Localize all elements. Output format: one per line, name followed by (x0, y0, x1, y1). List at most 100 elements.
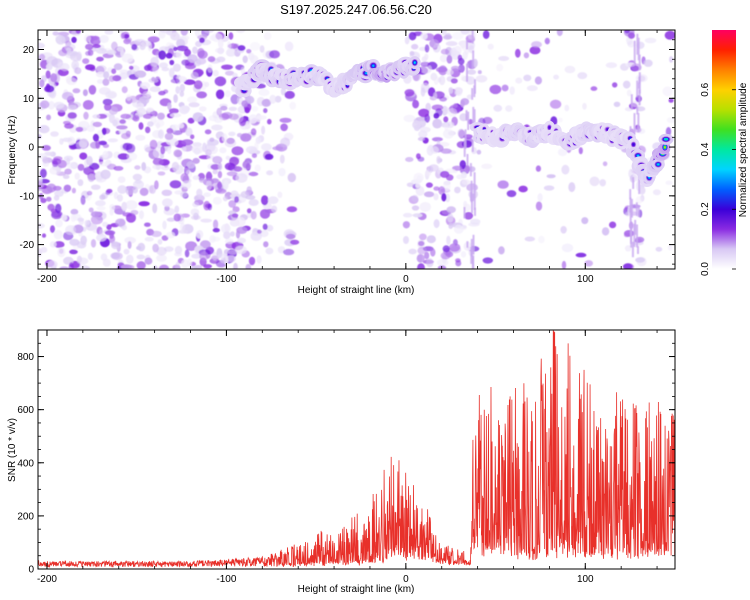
noise-blob (92, 44, 101, 49)
noise-blob (87, 252, 93, 260)
noise-streak (465, 110, 468, 121)
noise-blob (123, 248, 130, 255)
noise-blob (119, 119, 126, 124)
noise-blob (599, 179, 606, 187)
noise-blob (50, 131, 59, 137)
noise-blob (149, 86, 161, 93)
noise-blob (47, 260, 58, 269)
noise-blob (467, 119, 474, 125)
noise-blob (175, 50, 183, 59)
noise-blob (77, 217, 85, 222)
noise-blob (230, 231, 235, 237)
noise-blob (38, 133, 42, 140)
noise-blob (589, 176, 600, 187)
noise-blob (179, 83, 185, 93)
x-tick-label: -100 (216, 574, 236, 585)
noise-blob (557, 148, 568, 157)
noise-blob (235, 30, 246, 33)
noise-streak (466, 40, 468, 50)
noise-blob (518, 185, 528, 193)
noise-blob (445, 193, 451, 203)
noise-blob (95, 200, 106, 207)
noise-blob (181, 139, 194, 146)
noise-streak (636, 80, 639, 98)
noise-blob (529, 46, 541, 55)
noise-blob (64, 168, 72, 175)
noise-blob (228, 249, 238, 255)
x-tick-label: 0 (403, 274, 409, 285)
noise-blob (411, 194, 419, 203)
noise-streak (473, 186, 476, 210)
noise-blob (64, 123, 74, 129)
noise-blob (193, 80, 203, 90)
noise-blob (411, 205, 420, 211)
noise-blob (191, 253, 203, 259)
noise-streak (636, 224, 638, 248)
noise-blob (457, 54, 463, 61)
noise-blob (58, 49, 68, 57)
noise-blob (144, 222, 151, 227)
noise-blob (225, 155, 231, 160)
noise-blob (219, 147, 227, 154)
noise-blob (190, 208, 200, 216)
noise-blob (630, 100, 641, 108)
noise-blob (544, 37, 550, 45)
noise-streak (630, 224, 632, 244)
noise-blob (577, 72, 588, 80)
noise-streak (638, 89, 641, 106)
noise-blob (132, 173, 143, 181)
noise-blob (158, 264, 170, 269)
noise-blob (115, 218, 126, 227)
snr-x-ticks: -200 -100 0 100 (37, 330, 658, 585)
noise-blob (102, 150, 109, 159)
noise-blob (76, 257, 89, 265)
noise-blob (220, 258, 226, 263)
noise-blob (39, 79, 45, 88)
noise-blob (80, 235, 87, 246)
noise-blob (144, 64, 152, 71)
noise-streak (637, 246, 639, 254)
noise-blob (95, 139, 101, 149)
noise-blob (178, 76, 187, 83)
noise-blob (173, 94, 178, 103)
y-tick-label: 20 (23, 45, 35, 56)
noise-blob (244, 121, 251, 130)
noise-blob (118, 30, 124, 33)
noise-blob (160, 146, 166, 155)
noise-blob (186, 161, 196, 169)
noise-blob (279, 154, 285, 164)
noise-blob (178, 123, 185, 129)
snr-x-label: Height of straight line (km) (298, 584, 415, 595)
noise-blob (70, 52, 82, 62)
ridge-blob (664, 146, 666, 149)
noise-blob (212, 228, 220, 233)
noise-blob (262, 223, 268, 230)
colorbar-tick-label: 0.2 (700, 202, 711, 216)
noise-blob (87, 49, 94, 56)
noise-blob (169, 180, 182, 189)
noise-blob (590, 86, 598, 91)
noise-blob (61, 214, 68, 221)
noise-streak (463, 140, 466, 157)
noise-blob (67, 104, 77, 111)
noise-blob (461, 140, 473, 148)
noise-blob (233, 262, 238, 269)
noise-blob (212, 156, 223, 164)
noise-blob (57, 61, 65, 70)
noise-blob (111, 241, 120, 250)
noise-blob (38, 181, 44, 189)
noise-blob (601, 227, 610, 236)
noise-blob (57, 247, 66, 258)
noise-blob (279, 117, 292, 123)
noise-blob (226, 171, 238, 177)
noise-streak (466, 63, 468, 82)
noise-blob (432, 118, 443, 129)
noise-blob (582, 102, 587, 110)
x-tick-label: 0 (403, 574, 409, 585)
noise-blob (120, 264, 133, 269)
noise-blob (453, 45, 462, 56)
noise-blob (121, 53, 134, 63)
noise-blob (481, 163, 493, 169)
noise-blob (173, 149, 183, 158)
noise-blob (240, 66, 246, 75)
